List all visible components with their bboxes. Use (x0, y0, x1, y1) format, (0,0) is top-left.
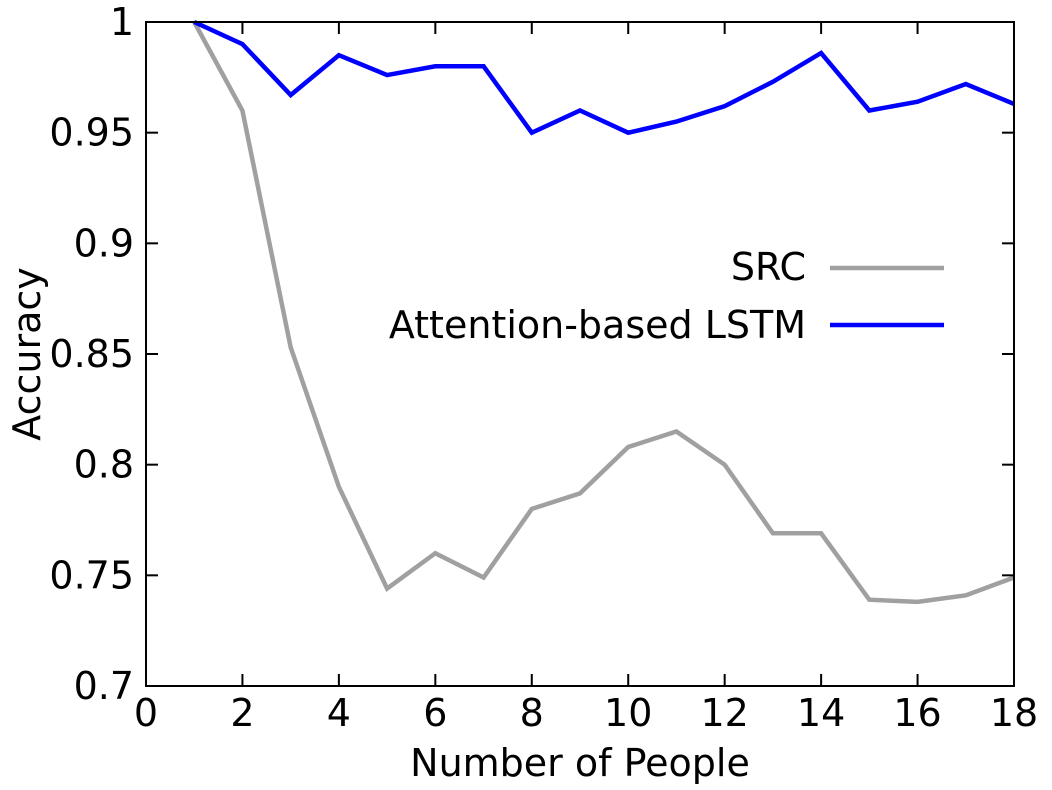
x-tick-label: 18 (990, 691, 1038, 735)
series-layer (192, 19, 1015, 605)
x-tick-label: 8 (520, 691, 544, 735)
x-tick-label: 0 (134, 691, 158, 735)
y-tick-label: 0.95 (49, 111, 134, 155)
x-tick-label: 6 (423, 691, 447, 735)
x-axis-title: Number of People (410, 741, 750, 785)
x-tick-label: 16 (893, 691, 941, 735)
y-tick-label: 0.7 (74, 664, 134, 708)
y-axis-title: Accuracy (5, 267, 49, 441)
y-tick-label: 0.75 (49, 553, 134, 597)
y-tick-label: 0.85 (49, 332, 134, 376)
series-line-attention-based-lstm (193, 19, 1015, 136)
legend-label-attention-lstm: Attention-based LSTM (389, 303, 806, 347)
x-tick-label: 10 (604, 691, 652, 735)
x-tick-label: 4 (327, 691, 351, 735)
tick-layer: 0 2 4 6 8 10 12 14 16 18 0.7 0.75 0.8 0.85 0.9 0.95 1 (49, 0, 1038, 735)
x-tick-label: 12 (700, 691, 748, 735)
y-tick-label: 1 (110, 0, 134, 44)
x-tick-label: 14 (797, 691, 845, 735)
x-tick-label: 2 (230, 691, 254, 735)
y-tick-label: 0.8 (74, 443, 134, 487)
legend: SRC Attention-based LSTM (389, 245, 944, 347)
series-line-src (192, 20, 1015, 605)
y-tick-label: 0.9 (74, 221, 134, 265)
legend-label-src: SRC (731, 245, 806, 289)
